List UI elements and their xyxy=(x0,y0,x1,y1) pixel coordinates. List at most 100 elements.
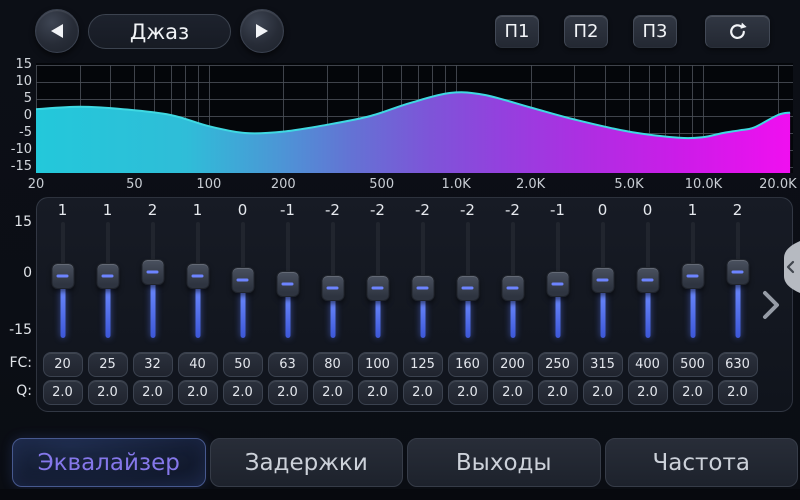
band-slider[interactable] xyxy=(265,220,310,340)
band-gain-value: 0 xyxy=(237,201,248,219)
band-gain-value: -2 xyxy=(325,201,340,219)
slider-thumb[interactable] xyxy=(231,267,254,293)
q-value-chip[interactable]: 2.0 xyxy=(627,380,668,405)
band-slider[interactable] xyxy=(670,220,715,340)
slider-fill xyxy=(60,285,65,338)
preset-name-label: Джаз xyxy=(129,19,190,44)
tab-delays[interactable]: Задержки xyxy=(209,438,403,487)
side-drawer-handle[interactable] xyxy=(780,241,800,293)
slider-scale-label: -15 xyxy=(9,322,32,338)
band-slider[interactable] xyxy=(625,220,670,340)
slider-thumb[interactable] xyxy=(96,263,119,290)
band-slider[interactable] xyxy=(130,220,175,340)
fc-value-chip[interactable]: 500 xyxy=(672,352,713,377)
fc-chip-cell: 200 xyxy=(490,352,535,377)
scroll-right-arrow[interactable] xyxy=(761,290,781,320)
band-slider[interactable] xyxy=(85,220,130,340)
band-slider[interactable] xyxy=(310,220,355,340)
band-slider[interactable] xyxy=(355,220,400,340)
fc-value-chip[interactable]: 315 xyxy=(582,352,623,377)
slider-thumb[interactable] xyxy=(681,263,704,290)
preset-prev-button[interactable] xyxy=(35,9,79,53)
q-value-chip[interactable]: 2.0 xyxy=(222,380,263,405)
band-slider[interactable] xyxy=(445,220,490,340)
slider-thumb[interactable] xyxy=(411,274,434,301)
slider-thumb[interactable] xyxy=(186,263,209,290)
graph-x-tick: 20.0K xyxy=(759,177,797,192)
preset-name-display[interactable]: Джаз xyxy=(88,14,231,49)
slider-thumb[interactable] xyxy=(276,270,299,297)
fc-value-chip[interactable]: 100 xyxy=(357,352,398,377)
fc-value-chip[interactable]: 25 xyxy=(87,352,128,377)
fc-value-chip[interactable]: 32 xyxy=(132,352,173,377)
eq-curve-chart xyxy=(36,63,793,173)
slider-fill xyxy=(150,281,155,338)
band-slider[interactable] xyxy=(490,220,535,340)
fc-value-chip[interactable]: 63 xyxy=(267,352,308,377)
slider-thumb[interactable] xyxy=(726,259,749,286)
q-value-chip[interactable]: 2.0 xyxy=(357,380,398,405)
q-value-chip[interactable]: 2.0 xyxy=(267,380,308,405)
fc-value-chip[interactable]: 400 xyxy=(627,352,668,377)
fc-value-chip[interactable]: 125 xyxy=(402,352,443,377)
band-slider[interactable] xyxy=(580,220,625,340)
q-value-chip[interactable]: 2.0 xyxy=(717,380,758,405)
band-slider[interactable] xyxy=(175,220,220,340)
left-triangle-icon xyxy=(51,24,63,38)
slider-thumb[interactable] xyxy=(51,263,74,290)
q-value-chip[interactable]: 2.0 xyxy=(672,380,713,405)
fc-value-chip[interactable]: 200 xyxy=(492,352,533,377)
preset-next-button[interactable] xyxy=(240,9,284,53)
q-value-chip[interactable]: 2.0 xyxy=(312,380,353,405)
fc-value-chip[interactable]: 160 xyxy=(447,352,488,377)
fc-chip-cell: 63 xyxy=(265,352,310,377)
slider-fill xyxy=(330,296,335,338)
band-slider[interactable] xyxy=(715,220,760,340)
reset-button[interactable] xyxy=(705,15,770,48)
graph-y-tick: -10 xyxy=(10,142,32,157)
q-value-chip[interactable]: 2.0 xyxy=(492,380,533,405)
slider-thumb[interactable] xyxy=(501,274,524,301)
slider-thumb[interactable] xyxy=(321,274,344,301)
tab-label: Частота xyxy=(652,449,750,476)
q-value-chip[interactable]: 2.0 xyxy=(42,380,83,405)
q-chip-cell: 2.0 xyxy=(625,380,670,405)
tab-equalizer[interactable]: Эквалайзер xyxy=(12,438,206,487)
memory-button-3[interactable]: П3 xyxy=(633,15,677,48)
slider-thumb[interactable] xyxy=(546,270,569,297)
fc-chip-cell: 32 xyxy=(130,352,175,377)
fc-value-chip[interactable]: 50 xyxy=(222,352,263,377)
band-slider[interactable] xyxy=(220,220,265,340)
q-value-chip[interactable]: 2.0 xyxy=(177,380,218,405)
fc-chip-cell: 400 xyxy=(625,352,670,377)
q-value-chip[interactable]: 2.0 xyxy=(537,380,578,405)
memory-button-2[interactable]: П2 xyxy=(564,15,608,48)
slider-thumb[interactable] xyxy=(636,267,659,293)
tab-outputs[interactable]: Выходы xyxy=(407,438,601,487)
graph-y-tick: 15 xyxy=(15,57,32,72)
slider-thumb[interactable] xyxy=(591,267,614,293)
slider-thumb[interactable] xyxy=(141,259,164,286)
tab-frequency[interactable]: Частота xyxy=(604,438,798,487)
fc-value-chip[interactable]: 630 xyxy=(717,352,758,377)
slider-thumb[interactable] xyxy=(456,274,479,301)
q-value-chip[interactable]: 2.0 xyxy=(582,380,623,405)
band-slider[interactable] xyxy=(40,220,85,340)
q-value-chip[interactable]: 2.0 xyxy=(447,380,488,405)
fc-value-chip[interactable]: 80 xyxy=(312,352,353,377)
fc-value-chip[interactable]: 20 xyxy=(42,352,83,377)
tab-label: Выходы xyxy=(455,449,552,476)
memory-button-1[interactable]: П1 xyxy=(495,15,539,48)
slider-fill xyxy=(555,292,560,338)
slider-thumb[interactable] xyxy=(366,274,389,301)
band-gain-value: 1 xyxy=(687,201,698,219)
fc-value-chip[interactable]: 40 xyxy=(177,352,218,377)
fc-value-chip[interactable]: 250 xyxy=(537,352,578,377)
q-value-chip[interactable]: 2.0 xyxy=(402,380,443,405)
band-slider[interactable] xyxy=(400,220,445,340)
slider-fill xyxy=(510,296,515,338)
graph-x-tick: 50 xyxy=(126,177,143,192)
band-slider[interactable] xyxy=(535,220,580,340)
q-value-chip[interactable]: 2.0 xyxy=(132,380,173,405)
q-value-chip[interactable]: 2.0 xyxy=(87,380,128,405)
